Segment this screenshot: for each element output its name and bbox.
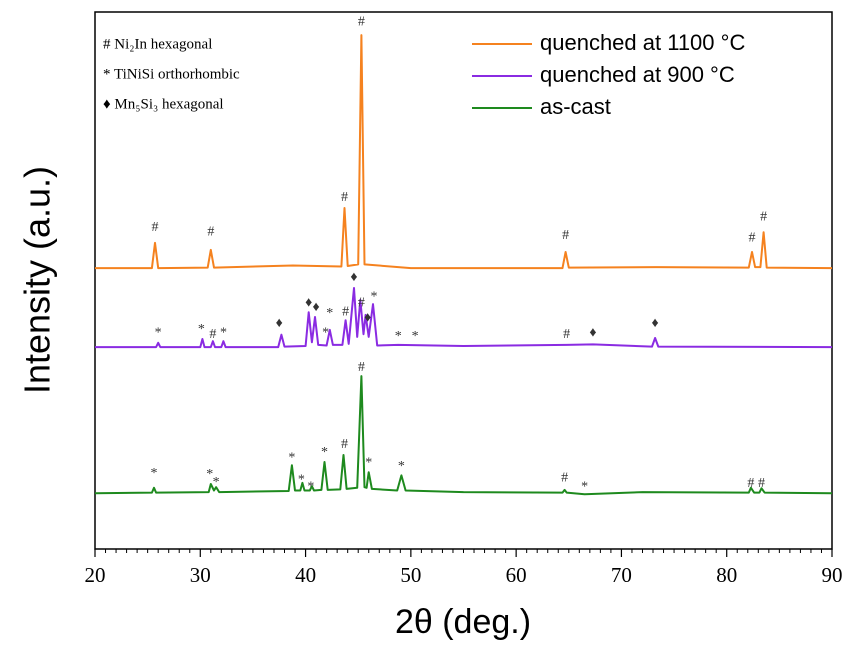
peak-annotation: * — [206, 467, 213, 482]
peak-annotation: ♦ — [305, 295, 312, 310]
peak-annotation: # — [758, 476, 765, 491]
phase-legend-label: * TiNiSi orthorhombic — [103, 66, 240, 82]
peak-annotation: # — [207, 224, 214, 239]
peak-annotation: # — [358, 360, 365, 375]
peak-annotation: # — [561, 470, 568, 485]
legend-label: quenched at 900 °C — [540, 62, 735, 87]
peak-annotation: * — [371, 289, 378, 304]
peak-annotation: * — [581, 479, 588, 494]
peak-annotation: ♦ — [364, 310, 371, 325]
series-line — [94, 375, 833, 496]
peak-annotation: * — [150, 466, 157, 481]
x-tick-label: 50 — [400, 563, 421, 587]
peak-annotation: # — [358, 14, 365, 29]
peak-annotation: ♦ — [350, 270, 357, 285]
y-axis-label: Intensity (a.u.) — [17, 166, 58, 394]
x-tick-label: 90 — [822, 563, 843, 587]
x-tick-label: 40 — [295, 563, 316, 587]
peak-annotation: * — [326, 306, 333, 321]
peak-annotation: * — [213, 475, 220, 490]
x-tick-label: 60 — [506, 563, 527, 587]
peak-annotation: ♦ — [276, 316, 283, 331]
peak-annotation: # — [562, 228, 569, 243]
peak-annotation: * — [321, 445, 328, 460]
peak-annotation: * — [288, 450, 295, 465]
peak-annotation: * — [395, 329, 402, 344]
peak-annotation: * — [298, 472, 305, 487]
x-tick-label: 20 — [85, 563, 106, 587]
x-axis-label: 2θ (deg.) — [395, 603, 531, 641]
peak-annotation: # — [358, 295, 365, 310]
peak-annotation: * — [198, 322, 205, 337]
series-line — [95, 287, 833, 349]
legend-label: as-cast — [540, 94, 611, 119]
peak-annotation: # — [748, 230, 755, 245]
x-tick-label: 30 — [190, 563, 211, 587]
peak-annotation: # — [747, 476, 754, 491]
peak-annotation: * — [155, 325, 162, 340]
peak-annotation: * — [412, 329, 419, 344]
peak-annotation: * — [322, 325, 329, 340]
peak-annotation: # — [341, 190, 348, 205]
peak-annotation: # — [152, 220, 159, 235]
peak-annotation: ♦ — [589, 325, 596, 340]
peak-annotation: # — [563, 327, 570, 342]
peak-annotation: # — [209, 327, 216, 342]
peak-annotation: # — [760, 209, 767, 224]
peak-annotation: * — [307, 479, 314, 494]
peak-annotation: ♦ — [652, 316, 659, 331]
x-tick-label: 70 — [611, 563, 632, 587]
legend-label: quenched at 1100 °C — [540, 30, 745, 55]
peak-annotation: * — [398, 459, 405, 474]
x-tick-label: 80 — [716, 563, 737, 587]
peak-annotation: * — [220, 325, 227, 340]
peak-annotation: * — [365, 455, 372, 470]
peak-annotation: # — [342, 304, 349, 319]
peak-annotation: ♦ — [313, 300, 320, 315]
phase-legend-label: # Ni₂In hexagonal — [103, 36, 212, 52]
peak-annotation: # — [341, 437, 348, 452]
series-line — [95, 34, 833, 270]
phase-legend-label: ♦ Mn₅Si₃ hexagonal — [103, 96, 224, 112]
